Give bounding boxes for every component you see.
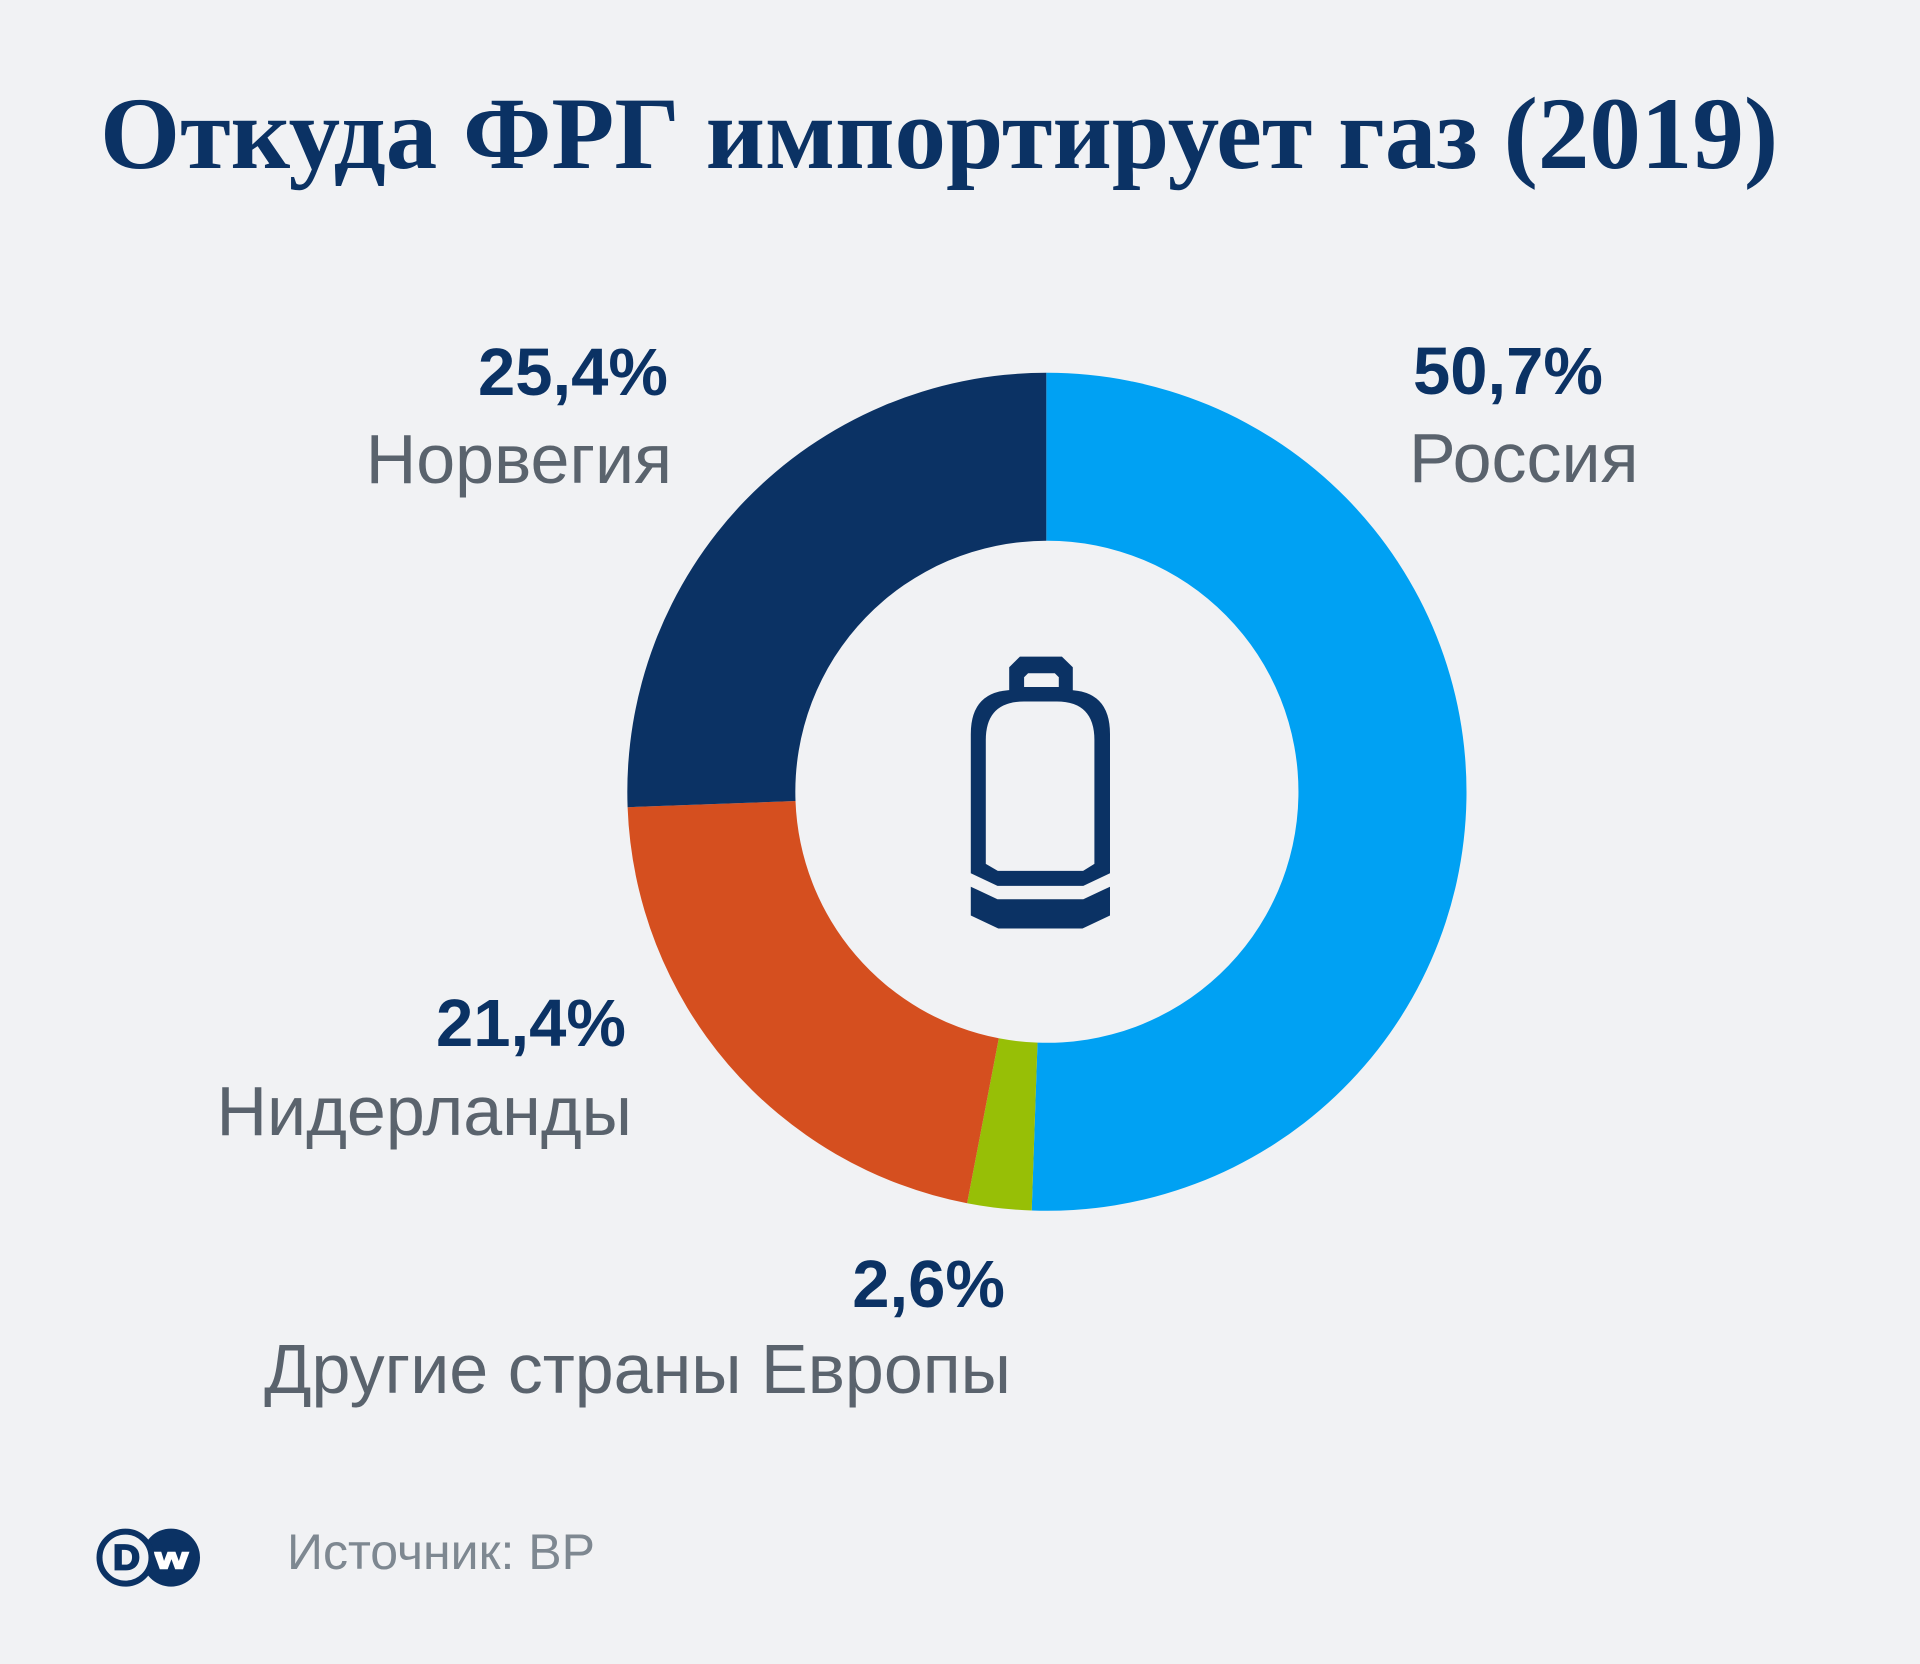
svg-text:D: D: [113, 1539, 140, 1578]
svg-text:w: w: [154, 1541, 190, 1576]
